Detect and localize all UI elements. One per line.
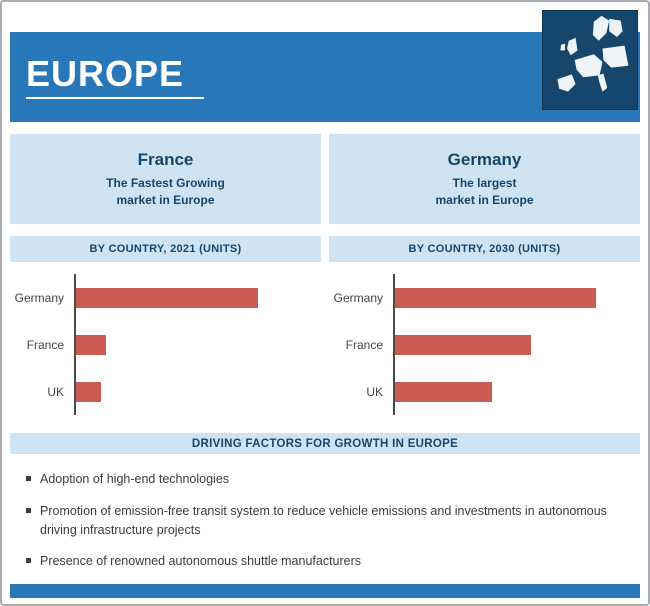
bar-category-label: France [345, 337, 383, 352]
driving-factor-text: Promotion of emission-free transit syste… [40, 503, 607, 537]
page-title: EUROPE [26, 52, 185, 94]
driving-factor-item: Adoption of high-end technologies [26, 470, 628, 489]
driving-factor-text: Adoption of high-end technologies [40, 472, 230, 486]
info-card-germany: Germany The largest market in Europe [329, 134, 640, 224]
bar-plot-area [393, 321, 626, 368]
europe-map-icon [542, 10, 638, 110]
bar [76, 287, 259, 308]
bar-category-label: Germany [14, 290, 64, 305]
driving-factor-item: Promotion of emission-free transit syste… [26, 502, 628, 540]
card-subtitle-line1: The largest [452, 176, 517, 191]
bar-row: Germany [10, 274, 307, 321]
charts-row: Germany France UK Germany France UK [10, 270, 640, 419]
bar-plot-area [74, 274, 307, 321]
bar [76, 334, 107, 355]
card-title: France [137, 150, 194, 170]
bar-category-label: UK [366, 384, 383, 399]
bar-category-label: Germany [333, 290, 383, 305]
bar-plot-area [393, 274, 626, 321]
driving-factors-list: Adoption of high-end technologies Promoti… [10, 454, 640, 584]
title-underline [26, 97, 204, 100]
bar-row: Germany [329, 274, 626, 321]
bar-plot-area [393, 368, 626, 415]
chart-header-2030: BY COUNTRY, 2030 (UNITS) [329, 236, 640, 262]
bar-category-label: France [26, 337, 64, 352]
bar-row: UK [329, 368, 626, 415]
bar-row: France [10, 321, 307, 368]
bar [395, 287, 596, 308]
bar-plot-area [74, 321, 307, 368]
bar-chart-2021: Germany France UK [10, 270, 321, 419]
driving-factors-header: DRIVING FACTORS FOR GROWTH IN EUROPE [10, 433, 640, 454]
bar [395, 334, 532, 355]
info-card-france: France The Fastest Growing market in Eur… [10, 134, 321, 224]
info-cards-row: France The Fastest Growing market in Eur… [10, 134, 640, 224]
header: EUROPE [10, 32, 640, 122]
driving-factor-item: Presence of renowned autonomous shuttle … [26, 552, 628, 571]
card-subtitle-line1: The Fastest Growing [106, 176, 225, 191]
chart-headers-row: BY COUNTRY, 2021 (UNITS) BY COUNTRY, 203… [10, 236, 640, 262]
footer-accent-bar [10, 584, 640, 598]
card-subtitle-line2: market in Europe [116, 192, 215, 207]
bar-row: UK [10, 368, 307, 415]
bar [76, 381, 102, 402]
bar-row: France [329, 321, 626, 368]
bullet-icon [26, 558, 31, 564]
chart-header-2021: BY COUNTRY, 2021 (UNITS) [10, 236, 321, 262]
bullet-icon [26, 507, 31, 513]
bar [395, 381, 493, 402]
card-title: Germany [447, 150, 522, 170]
driving-factor-text: Presence of renowned autonomous shuttle … [40, 554, 362, 569]
bar-chart-2030: Germany France UK [329, 270, 640, 419]
bullet-icon [26, 476, 31, 481]
bar-category-label: UK [47, 384, 64, 399]
bar-plot-area [74, 368, 307, 415]
card-subtitle-line2: market in Europe [435, 192, 534, 207]
